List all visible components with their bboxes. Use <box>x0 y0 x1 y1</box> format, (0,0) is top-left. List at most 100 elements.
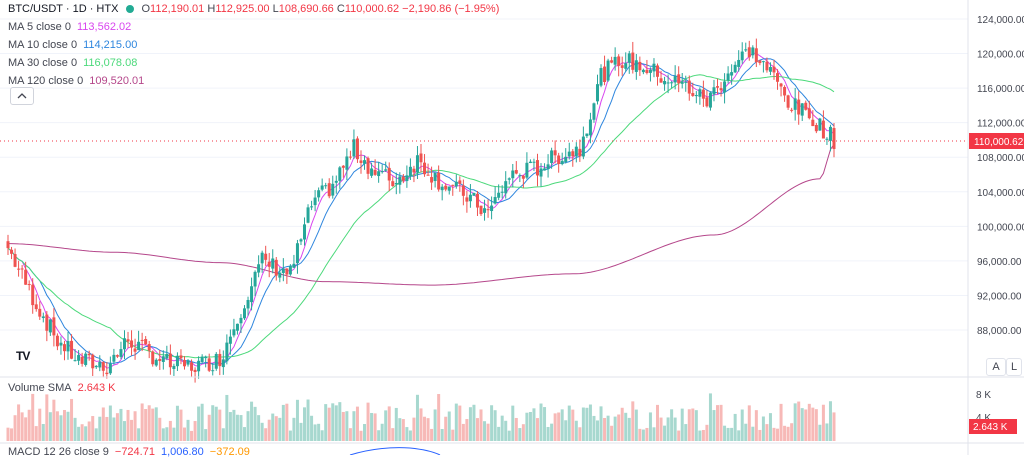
candle-body <box>694 95 698 97</box>
candle-body <box>595 84 599 102</box>
candle-body <box>800 103 804 116</box>
candle-body <box>807 108 811 119</box>
candle-body <box>137 341 141 351</box>
volume-bar <box>221 428 225 441</box>
indicator-value: 109,520.01 <box>89 75 145 87</box>
candle-body <box>564 156 568 162</box>
volume-bar <box>712 410 716 441</box>
volume-bar <box>698 430 702 441</box>
candle-body <box>451 184 455 186</box>
volume-bar <box>168 420 172 441</box>
volume-bar <box>574 420 578 441</box>
symbol-title[interactable]: BTC/USDT · 1D · HTX <box>8 3 119 15</box>
volume-bar <box>232 409 236 441</box>
volume-bar <box>550 423 554 441</box>
collapse-legend-button[interactable] <box>10 87 34 105</box>
price-axis[interactable]: 124,000.00 120,000.00 116,000.00 112,000.00… <box>977 15 1024 337</box>
volume-bar <box>313 424 317 441</box>
log-scale-button[interactable]: L <box>1006 358 1022 376</box>
candle-body <box>73 360 77 362</box>
candle-body <box>730 72 734 76</box>
candle-body <box>243 308 247 319</box>
price-tick: 88,000.00 <box>977 326 1022 337</box>
volume-bar <box>426 418 430 441</box>
candle-body <box>684 81 688 83</box>
price-tick: 104,000.00 <box>977 188 1024 199</box>
volume-bar <box>317 423 321 441</box>
candle-body <box>656 65 660 77</box>
candle-body <box>186 360 190 365</box>
candle-body <box>232 329 236 336</box>
candle-body <box>606 60 610 81</box>
candle-body <box>355 138 359 160</box>
volume-bar <box>768 413 772 441</box>
volume-bar <box>708 393 712 441</box>
volume-bar <box>648 412 652 441</box>
candle-body <box>182 359 186 367</box>
volume-bar <box>288 430 292 441</box>
candle-body <box>483 208 487 213</box>
volume-bar <box>175 405 179 441</box>
volume-bar <box>408 430 412 441</box>
volume-bar <box>55 411 59 441</box>
indicator-ma30[interactable]: MA 30 close 0 116,078.08 <box>8 57 138 69</box>
price-tick: 124,000.00 <box>977 15 1024 26</box>
candle-body <box>306 207 310 223</box>
price-tick: 100,000.00 <box>977 222 1024 233</box>
macd-legend[interactable]: MACD 12 26 close 9 −724.71 1,006.80 −372.09 <box>8 446 256 458</box>
volume-bar <box>306 399 310 441</box>
candle-body <box>20 268 24 270</box>
volume-bar <box>17 404 21 441</box>
volume-bar <box>6 427 10 441</box>
candle-body <box>557 155 561 164</box>
price-tick: 120,000.00 <box>977 50 1024 61</box>
candle-body <box>207 358 211 371</box>
volume-bar <box>243 427 247 441</box>
candle-body <box>645 69 649 74</box>
volume-bar <box>211 405 215 441</box>
candle-body <box>525 162 529 178</box>
tradingview-logo[interactable]: TV <box>16 349 30 363</box>
candle-body <box>613 56 617 65</box>
candle-body <box>366 158 370 174</box>
indicator-ma5[interactable]: MA 5 close 0 113,562.02 <box>8 21 132 33</box>
candle-body <box>281 268 285 273</box>
volume-legend[interactable]: Volume SMA 2.643 K <box>8 382 116 394</box>
candle-body <box>250 286 254 303</box>
candle-body <box>405 175 409 182</box>
macd-pane <box>349 447 441 455</box>
indicator-ma10[interactable]: MA 10 close 0 114,215.00 <box>8 39 138 51</box>
candle-body <box>345 156 349 170</box>
volume-bar <box>638 428 642 441</box>
volume-bar <box>716 405 720 441</box>
volume-bar <box>355 406 359 441</box>
auto-scale-button[interactable]: A <box>986 358 1006 376</box>
volume-bar <box>119 408 123 441</box>
candle-body <box>59 342 63 346</box>
volume-bar <box>592 415 596 441</box>
candle-body <box>310 206 314 208</box>
symbol-row[interactable]: BTC/USDT · 1D · HTX O112,190.01 H112,925… <box>8 0 499 18</box>
volume-bar <box>20 412 24 441</box>
volume-bar <box>133 411 137 441</box>
volume-bar <box>80 424 84 441</box>
candle-body <box>394 182 398 185</box>
volume-bar <box>832 412 836 441</box>
candle-body <box>200 356 204 362</box>
candle-body <box>70 340 74 359</box>
volume-bar <box>567 405 571 441</box>
volume-bar <box>253 406 257 441</box>
volume-bar <box>331 403 335 441</box>
volume-bar <box>610 425 614 441</box>
volume-bar <box>656 404 660 441</box>
candle-body <box>341 165 345 168</box>
indicator-ma120[interactable]: MA 120 close 0 109,520.01 <box>8 75 145 87</box>
candle-body <box>423 162 427 175</box>
volume-bar <box>105 416 109 441</box>
candle-body <box>814 124 818 132</box>
volume-axis[interactable]: 8 K 4 K <box>976 390 991 424</box>
candle-body <box>811 119 815 127</box>
candle-body <box>620 65 624 68</box>
candle-body <box>779 83 783 87</box>
